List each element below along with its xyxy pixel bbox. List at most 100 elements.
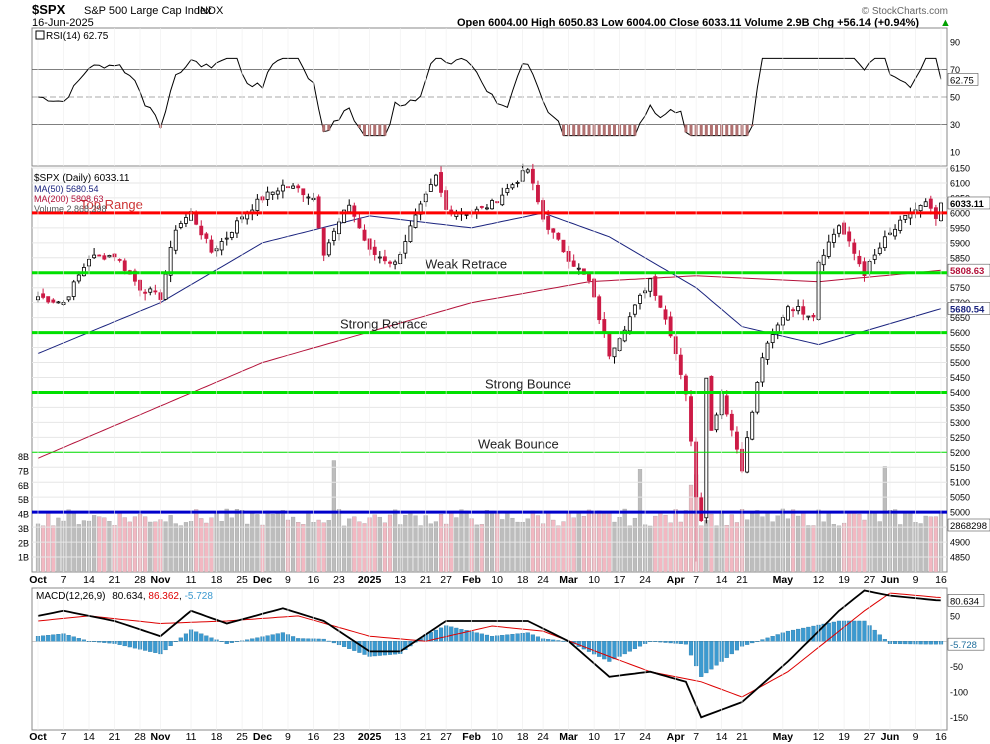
x-tick-label: 7 — [61, 731, 67, 743]
macd-histogram-bar — [464, 630, 469, 642]
macd-histogram-bar — [92, 641, 97, 642]
rsi-oversold-fill — [735, 124, 739, 136]
volume-bar — [326, 520, 331, 573]
price-tick-label: 5950 — [950, 223, 970, 233]
macd-legend: MACD(12,26,9) 80.634, 86.362, -5.728 — [36, 591, 213, 602]
volume-bar — [255, 514, 260, 573]
macd-value-tag-label: 80.634 — [950, 596, 979, 607]
macd-histogram-bar — [653, 641, 658, 642]
price-tick-label: 6000 — [950, 208, 970, 218]
volume-bar — [872, 513, 877, 573]
macd-histogram-bar — [342, 641, 347, 647]
candle-body — [433, 174, 438, 186]
volume-bar — [41, 525, 46, 573]
macd-histogram-bar — [923, 641, 928, 645]
candle-body — [163, 273, 168, 300]
x-tick-label: 14 — [716, 731, 728, 743]
candle-body — [551, 228, 556, 233]
volume-bar — [699, 525, 704, 573]
price-grid: 4850490049505000505051005150520052505300… — [32, 164, 970, 563]
x-tick-label: 9 — [285, 731, 291, 743]
volume-bar — [316, 519, 321, 573]
volume-bar — [561, 521, 566, 573]
macd-histogram-bar — [372, 641, 377, 657]
price-tick-label: 5350 — [950, 403, 970, 413]
rsi-oversold-fill — [587, 124, 591, 136]
x-tick-label: 13 — [394, 574, 406, 586]
candle-body — [546, 215, 551, 230]
level-label: Top Range — [80, 197, 143, 212]
x-tick-label: Nov — [151, 731, 171, 743]
price-legend: $SPX (Daily) 6033.11 MA(50) 5680.54 MA(2… — [34, 173, 130, 214]
x-tick-label: 21 — [109, 574, 121, 586]
volume-bar — [923, 515, 928, 573]
macd-panel — [31, 587, 948, 731]
volume-bar — [270, 514, 275, 573]
rsi-oversold-fill — [327, 124, 331, 131]
x-tick-label: 18 — [211, 731, 223, 743]
candle-body — [184, 217, 188, 224]
value-tag-label: 5808.63 — [950, 266, 984, 277]
x-tick-label: 7 — [693, 574, 699, 586]
candle-body — [903, 214, 908, 220]
candle-body — [576, 267, 581, 270]
candle-body — [689, 396, 693, 442]
candle-body — [597, 296, 602, 321]
candle-body — [928, 198, 933, 209]
x-tick-label: Apr — [667, 574, 685, 586]
candle-body — [500, 194, 505, 206]
ma50-line — [37, 212, 942, 354]
candle-body — [786, 306, 790, 321]
macd-histogram-bar — [46, 635, 51, 642]
macd-histogram-bar — [862, 620, 867, 642]
candle-body — [734, 431, 739, 450]
candle-body — [204, 233, 209, 239]
macd-histogram-bar — [296, 638, 301, 642]
macd-histogram-bar — [459, 629, 464, 642]
candle-body — [326, 242, 331, 256]
rsi-oversold-fill — [704, 124, 708, 136]
x-tick-label: 27 — [864, 731, 876, 743]
volume-bar — [163, 521, 168, 573]
macd-histogram-bar — [474, 632, 479, 642]
macd-histogram-bar — [551, 639, 556, 642]
candle-body — [898, 219, 903, 231]
rsi-oversold-fill — [745, 124, 749, 136]
x-tick-label: 7 — [693, 731, 699, 743]
rsi-oversold-fill — [383, 124, 387, 136]
rsi-oversold-fill — [725, 124, 729, 136]
volume-bar — [347, 518, 352, 573]
macd-label: MACD(12,26,9) 80.634, 86.362, -5.728 — [36, 591, 213, 602]
volume-tick-label: 5B — [18, 495, 29, 505]
candle-body — [102, 255, 107, 260]
volume-bar — [377, 516, 382, 573]
x-tick-label: 9 — [285, 574, 291, 586]
volume-bar — [790, 509, 796, 573]
volume-bar — [745, 519, 750, 573]
volume-bar — [535, 515, 541, 573]
candle-body — [877, 247, 882, 254]
volume-bar — [479, 524, 484, 573]
volume-bar — [234, 509, 240, 573]
volume-bar — [882, 466, 887, 573]
candle-body — [255, 198, 260, 211]
candle-body — [219, 241, 224, 251]
volume-bar — [245, 523, 250, 573]
volume-bar — [775, 515, 780, 573]
x-tick-label: 9 — [913, 731, 919, 743]
rsi-layer: 10 30 50 70 90 62.75 — [32, 37, 979, 158]
x-tick-label: Oct — [29, 731, 47, 743]
x-tick-label: May — [773, 574, 794, 586]
macd-histogram-bar — [546, 639, 551, 642]
macd-sep-1: , — [143, 591, 149, 602]
volume-bar — [102, 517, 107, 573]
macd-histogram-bar — [510, 634, 515, 642]
candle-body — [699, 497, 704, 522]
candle-body — [505, 188, 510, 194]
candle-body — [224, 237, 229, 240]
volume-bar — [714, 525, 719, 573]
candle-body — [796, 305, 801, 312]
candle-body — [117, 259, 122, 261]
macd-histogram-bar — [148, 641, 153, 652]
x-tick-label: 16 — [935, 574, 947, 586]
